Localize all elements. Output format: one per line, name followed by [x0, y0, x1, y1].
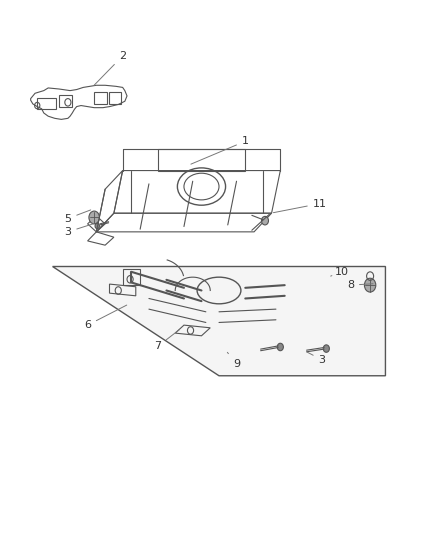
Circle shape [364, 278, 376, 292]
Bar [37, 98, 56, 109]
Bar [158, 149, 245, 171]
Text: 3: 3 [307, 352, 325, 365]
Text: 2: 2 [94, 51, 126, 85]
Circle shape [261, 216, 268, 225]
Circle shape [277, 343, 283, 351]
Bar [94, 92, 107, 104]
Text: 1: 1 [191, 136, 249, 164]
Polygon shape [53, 266, 385, 376]
Bar [59, 95, 72, 107]
Text: 7: 7 [154, 329, 180, 351]
Text: 5: 5 [64, 210, 91, 223]
Text: 8: 8 [347, 280, 373, 290]
Text: 10: 10 [331, 267, 349, 277]
Circle shape [95, 223, 99, 229]
Text: 3: 3 [64, 224, 94, 237]
Text: 6: 6 [84, 305, 127, 330]
Bar [109, 92, 121, 104]
Circle shape [323, 345, 329, 352]
Text: 11: 11 [273, 199, 327, 213]
Text: 9: 9 [227, 352, 240, 368]
Circle shape [89, 211, 99, 224]
